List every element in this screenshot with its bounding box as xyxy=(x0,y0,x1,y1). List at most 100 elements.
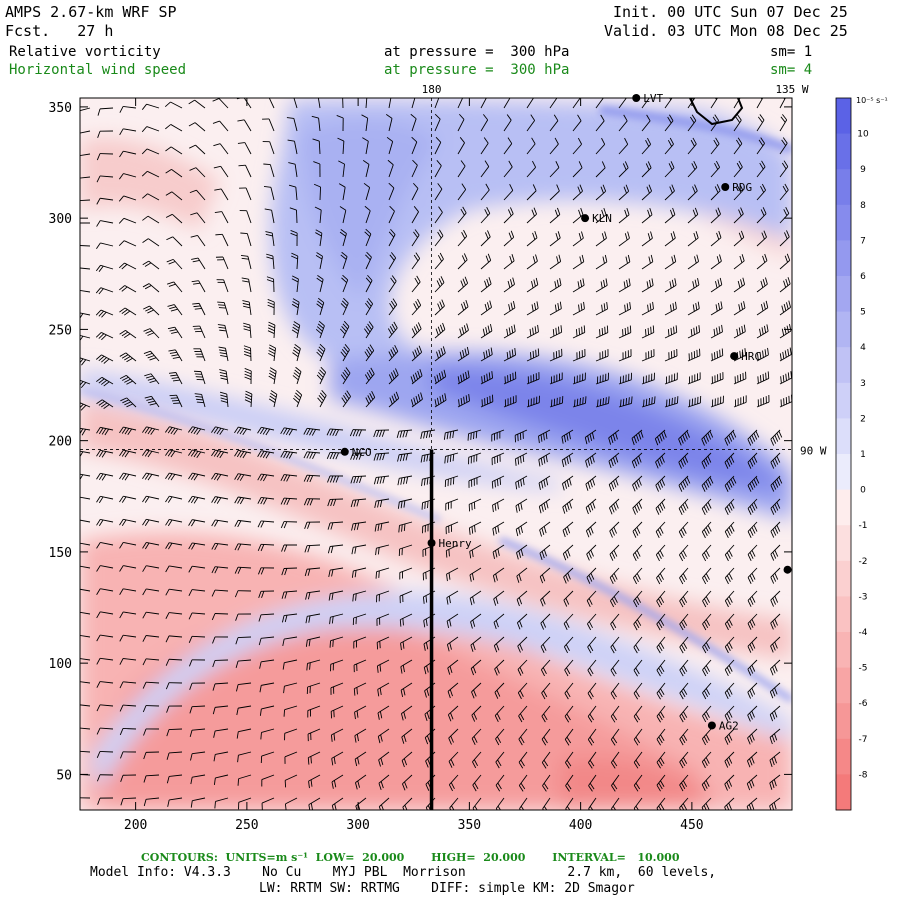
station-label: HRC xyxy=(741,350,761,363)
wind-barb xyxy=(144,395,160,408)
wind-barb xyxy=(471,682,482,699)
wind-barb xyxy=(756,230,767,247)
wind-barb xyxy=(618,301,631,316)
wind-barb xyxy=(608,475,620,492)
wind-barb xyxy=(641,207,653,224)
wind-barb xyxy=(770,521,781,538)
wind-barb xyxy=(188,612,206,620)
wind-barb xyxy=(610,751,620,769)
wind-barb xyxy=(770,613,781,630)
station: HRC xyxy=(730,350,761,363)
wind-barb xyxy=(167,797,183,807)
wind-barb xyxy=(701,751,712,769)
wind-barb xyxy=(664,372,678,385)
wind-barb xyxy=(168,372,183,385)
wind-barb xyxy=(339,206,347,224)
wind-barb xyxy=(337,137,345,155)
wind-barb xyxy=(701,429,714,446)
y-tick-label: 100 xyxy=(49,657,72,672)
station-dot xyxy=(783,565,792,574)
wind-barb xyxy=(480,323,493,339)
wind-barb xyxy=(779,114,788,132)
wind-barb xyxy=(165,588,183,596)
wind-barb xyxy=(399,567,413,580)
station-dot xyxy=(707,721,716,730)
wind-barb xyxy=(434,98,440,109)
wind-barb xyxy=(264,208,275,224)
wind-barb xyxy=(770,498,781,515)
wind-barb xyxy=(549,348,563,362)
wind-barb xyxy=(260,728,275,740)
wind-barb xyxy=(313,183,322,201)
wind-barb xyxy=(212,659,229,668)
wind-barb xyxy=(80,176,91,179)
wind-barb xyxy=(587,636,597,654)
wind-barb xyxy=(664,301,677,316)
wind-barb xyxy=(96,634,114,642)
wind-barb xyxy=(168,349,183,362)
wind-barb xyxy=(495,728,505,746)
colorbar-cell xyxy=(836,632,851,669)
wind-barb xyxy=(480,160,490,178)
wind-barb xyxy=(769,728,781,745)
wind-barb xyxy=(80,130,91,134)
wind-barb xyxy=(457,137,465,155)
colorbar-label: -4 xyxy=(859,628,868,638)
wind-barb xyxy=(80,312,91,319)
wind-barb xyxy=(143,797,160,807)
colorbar-cell xyxy=(836,489,851,526)
wind-barb xyxy=(212,98,229,109)
wind-barb xyxy=(585,475,597,491)
y-tick-label: 200 xyxy=(49,435,72,450)
wind-barb xyxy=(710,324,723,339)
wind-barb xyxy=(261,774,275,787)
wind-barb xyxy=(328,567,344,577)
wind-barb xyxy=(241,277,252,293)
wind-barb xyxy=(641,372,655,385)
wind-barb xyxy=(260,751,275,764)
wind-barb xyxy=(188,472,206,481)
wind-barb xyxy=(80,634,91,638)
wind-barb xyxy=(165,191,183,201)
wind-barb xyxy=(400,659,413,674)
wind-barb xyxy=(165,612,183,619)
contour-info: CONTOURS: UNITS=m s⁻¹ LOW= 20.000 HIGH= … xyxy=(141,851,680,864)
wind-barb xyxy=(595,301,608,316)
wind-barb xyxy=(447,705,459,722)
wind-barb xyxy=(444,475,459,488)
wind-barb xyxy=(166,751,183,760)
wind-barb xyxy=(468,498,482,512)
wind-barb xyxy=(234,449,252,459)
wind-barb xyxy=(398,544,413,557)
wind-barb xyxy=(259,705,275,716)
wind-barb xyxy=(572,114,582,132)
wind-barb xyxy=(756,395,770,408)
wind-barb xyxy=(679,613,689,631)
wind-barb xyxy=(480,300,492,316)
wind-barb xyxy=(119,588,137,596)
wind-barb xyxy=(595,98,604,109)
wind-barb xyxy=(193,348,206,362)
wind-barb xyxy=(259,659,275,669)
wind-barb xyxy=(480,371,494,385)
wind-barb xyxy=(219,391,229,408)
wind-barb xyxy=(756,347,769,362)
wind-barb xyxy=(188,659,206,667)
station: RDG xyxy=(721,181,752,194)
wind-barb xyxy=(365,98,368,109)
station: Henry xyxy=(427,537,472,550)
wind-barb xyxy=(687,114,697,132)
wind-barb xyxy=(710,277,723,293)
wind-barb xyxy=(80,245,91,247)
wind-barb xyxy=(118,173,137,180)
wind-barb xyxy=(468,452,482,465)
wind-barb xyxy=(588,774,597,792)
wind-barb xyxy=(610,636,620,654)
wind-barb xyxy=(779,253,791,270)
colorbar-cell xyxy=(836,703,851,740)
wind-barb xyxy=(678,521,689,539)
wind-barb xyxy=(470,659,482,676)
wind-barb xyxy=(316,343,326,362)
wind-barb xyxy=(467,429,482,441)
wind-barb xyxy=(143,328,160,339)
